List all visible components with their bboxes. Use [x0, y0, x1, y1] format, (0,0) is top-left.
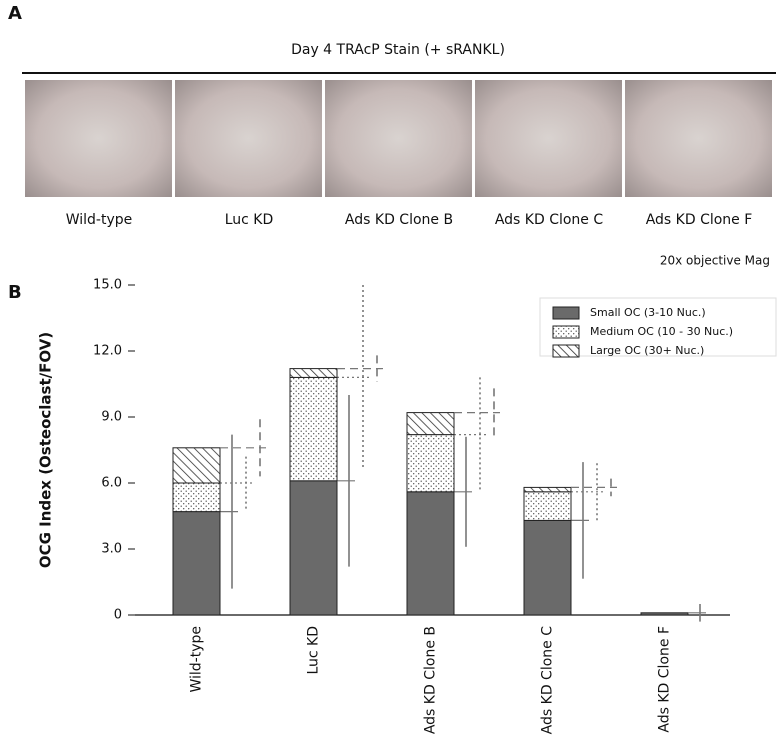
- y-tick-label: 15.0: [93, 278, 122, 293]
- panel-title: Day 4 TRAcP Stain (+ sRANKL): [291, 42, 505, 58]
- y-tick-label: 6.0: [101, 476, 122, 491]
- legend-label: Small OC (3-10 Nuc.): [590, 306, 706, 319]
- micrograph: [175, 80, 322, 197]
- bar-segment: [523, 519, 572, 616]
- panel-label: B: [8, 282, 22, 303]
- bar-segment: [523, 491, 572, 521]
- micrograph: [325, 80, 472, 197]
- bar-segment: [523, 486, 572, 493]
- y-tick-label: 0: [114, 608, 122, 623]
- bar-segment: [289, 368, 338, 378]
- x-tick-label: Ads KD Clone F: [657, 626, 673, 733]
- bar-segment: [640, 612, 689, 616]
- legend-box: [539, 297, 777, 357]
- magnification-note: 20x objective Mag: [660, 254, 770, 268]
- bar-segment: [289, 480, 338, 616]
- y-axis-label: OCG Index (Osteoclast/FOV): [37, 332, 55, 568]
- x-tick-label: Luc KD: [306, 626, 322, 675]
- image-label: Luc KD: [225, 212, 274, 228]
- bar-segment: [172, 511, 221, 616]
- bar-segment: [406, 434, 455, 493]
- panel-label: A: [8, 3, 22, 24]
- micrograph: [25, 80, 172, 197]
- image-label: Ads KD Clone F: [646, 212, 753, 228]
- bar-segment: [172, 482, 221, 513]
- image-label: Ads KD Clone B: [345, 212, 453, 228]
- image-label: Ads KD Clone C: [495, 212, 604, 228]
- bar-segment: [406, 412, 455, 436]
- x-tick-label: Ads KD Clone C: [540, 626, 556, 735]
- bar-segment: [172, 447, 221, 484]
- legend-swatch: [552, 344, 580, 358]
- legend-label: Medium OC (10 - 30 Nuc.): [590, 325, 733, 338]
- y-tick-label: 3.0: [101, 542, 122, 557]
- y-tick-label: 12.0: [93, 344, 122, 359]
- legend-swatch: [552, 306, 580, 320]
- x-tick-label: Ads KD Clone B: [423, 626, 439, 734]
- bar-segment: [406, 491, 455, 616]
- image-label: Wild-type: [66, 212, 133, 228]
- legend-swatch: [552, 325, 580, 339]
- x-tick-label: Wild-type: [189, 626, 205, 693]
- bar-segment: [289, 376, 338, 482]
- micrograph: [475, 80, 622, 197]
- micrograph: [625, 80, 772, 197]
- legend-label: Large OC (30+ Nuc.): [590, 344, 704, 357]
- y-tick-label: 9.0: [101, 410, 122, 425]
